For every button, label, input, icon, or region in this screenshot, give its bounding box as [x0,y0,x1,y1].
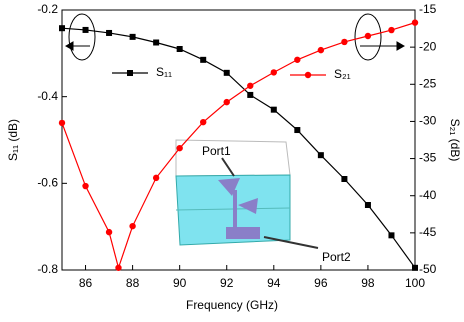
y-tick-label: -0.2 [37,2,58,16]
marker [129,223,135,229]
x-tick-label: 100 [405,276,425,290]
marker [271,69,277,75]
x-tick-label: 96 [314,276,328,290]
marker [247,83,253,89]
marker [153,175,159,181]
marker [153,40,159,46]
y2-tick-label: -40 [419,188,437,202]
marker [412,265,418,271]
marker [318,152,324,158]
x-tick-label: 86 [79,276,93,290]
marker [341,39,347,45]
y2-tick-label: -45 [419,225,437,239]
marker [247,92,253,98]
marker [341,176,347,182]
marker [200,119,206,125]
annotation: Port1 [202,144,231,158]
marker [130,34,136,40]
marker [365,202,371,208]
marker [106,30,112,36]
marker [318,47,324,53]
marker [59,25,65,31]
y2-tick-label: -30 [419,114,437,128]
marker [388,232,394,238]
x-tick-label: 94 [267,276,281,290]
marker [200,57,206,63]
y-tick-label: -0.8 [37,262,58,276]
marker [82,183,88,189]
marker [388,27,394,33]
y2-tick-label: -50 [419,262,437,276]
x-tick-label: 92 [220,276,234,290]
x-tick-label: 98 [361,276,375,290]
legend-label: S₂₁ [334,67,351,81]
marker [294,127,300,133]
legend-marker [127,70,133,76]
marker [365,33,371,39]
y2-tick-label: -35 [419,151,437,165]
marker [106,229,112,235]
marker [83,27,89,33]
marker [271,107,277,113]
y2-tick-label: -25 [419,76,437,90]
marker [294,57,300,63]
y2-tick-label: -20 [419,39,437,53]
marker [224,99,230,105]
chart: Frequency (GHz) S₁₁ (dB) S₂₁ (dB) Port1 … [0,0,464,322]
annotation: Port2 [322,250,351,264]
marker [176,145,182,151]
x-tick-label: 90 [173,276,187,290]
legend-label: S₁₁ [156,65,172,79]
y-tick-label: -0.6 [37,176,58,190]
y2-tick-label: -15 [419,2,437,16]
x-axis-title: Frequency (GHz) [186,298,278,312]
y-axis-title: S₁₁ (dB) [6,119,20,161]
y2-axis-title: S₂₁ (dB) [448,119,462,162]
legend-marker [305,72,311,78]
marker [59,120,65,126]
inset [176,140,318,248]
marker [115,265,121,271]
marker [412,19,418,25]
x-tick-label: 88 [126,276,140,290]
marker [177,46,183,52]
axis-indicator [66,14,404,60]
marker [224,70,230,76]
y-tick-label: -0.4 [37,89,58,103]
